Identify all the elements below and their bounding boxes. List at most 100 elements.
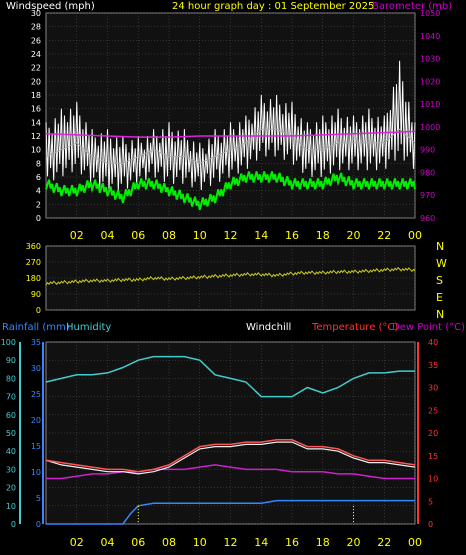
windspeed-tick-label: 4 [36,187,41,196]
rainfall-tick-label: 25 [31,390,41,399]
dewpoint-line [46,464,415,480]
barometer-tick-label: 1030 [420,55,440,64]
direction-tick-label: 0 [36,306,41,315]
barometer-tick-label: 970 [420,191,435,200]
wind-series-layer [45,60,416,211]
temperature-x-tick-label: 12 [224,536,238,549]
temperature-x-tick-label: 18 [316,536,330,549]
windspeed-tick-label: 22 [31,64,41,73]
humidity-tick-label: 0 [11,520,16,529]
windchill-line [45,441,416,475]
windspeed-tick-label: 14 [31,118,41,127]
rainfall-tick-label: 35 [31,338,41,347]
barometer-tick-label: 1010 [420,100,440,109]
temperature-x-tick-label: 20 [347,536,361,549]
rainfall-line [46,499,415,525]
humidity-tick-label: 20 [6,484,16,493]
windspeed-tick-label: 6 [36,173,41,182]
dewpoint-legend: Dew Point (°C) [392,322,465,333]
wind-x-tick-label: 06 [131,229,145,242]
temperature-x-tick-label: 02 [70,536,84,549]
temperature-tick-label: 15 [428,452,438,461]
barometer-tick-label: 980 [420,168,435,177]
gust-line [45,60,416,191]
average-wind-line [45,171,416,211]
temperature-line [45,439,416,473]
temperature-tick-label: 35 [428,361,438,370]
temperature-tick-label: 10 [428,475,438,484]
wind-x-tick-label: 10 [193,229,207,242]
direction-tick-label: 270 [26,258,41,267]
direction-tick-label: 180 [26,274,41,283]
windspeed-tick-label: 20 [31,77,41,86]
barometer-axis-title: Barometer (mb) [372,1,452,12]
rainfall-tick-label: 10 [31,468,41,477]
temperature-x-tick-label: 22 [377,536,391,549]
windspeed-tick-label: 26 [31,36,41,45]
wind-x-tick-label: 00 [408,229,422,242]
compass-label: N [436,240,444,253]
wind-x-tick-label: 16 [285,229,299,242]
humidity-tick-label: 30 [6,465,16,474]
humidity-tick-label: 90 [6,356,16,365]
rainfall-tick-label: 20 [31,416,41,425]
windspeed-line [45,128,416,164]
barometer-tick-label: 960 [420,214,435,223]
temperature-x-tick-label: 06 [131,536,145,549]
wind-x-tick-label: 20 [347,229,361,242]
wind-x-tick-label: 22 [377,229,391,242]
compass-label: W [436,257,447,270]
temperature-x-tick-label: 10 [193,536,207,549]
windspeed-tick-label: 0 [36,214,41,223]
humidity-tick-label: 50 [6,429,16,438]
humidity-tick-label: 100 [1,338,16,347]
wind-x-tick-label: 18 [316,229,330,242]
temperature-x-tick-label: 14 [254,536,268,549]
windspeed-tick-label: 16 [31,105,41,114]
temperature-tick-label: 25 [428,406,438,415]
barometer-line [45,130,416,138]
windspeed-tick-label: 8 [36,159,41,168]
rainfall-axis-title: Rainfall (mm) [2,322,70,333]
windspeed-tick-label: 28 [31,23,41,32]
direction-series-layer [45,266,416,286]
humidity-line [45,355,415,398]
wind-x-tick-label: 04 [101,229,115,242]
compass-label: N [436,308,444,321]
direction-tick-label: 360 [26,242,41,251]
temperature-x-tick-label: 08 [162,536,176,549]
compass-label: E [436,291,443,304]
rainfall-tick-label: 0 [36,520,41,529]
temperature-x-tick-label: 04 [101,536,115,549]
barometer-tick-label: 1020 [420,77,440,86]
humidity-tick-label: 10 [6,502,16,511]
temperature-tick-label: 20 [428,429,438,438]
chart-title: 24 hour graph day : 01 September 2025 [172,1,374,12]
barometer-tick-label: 1000 [420,123,440,132]
temperature-x-tick-label: 16 [285,536,299,549]
humidity-tick-label: 60 [6,411,16,420]
barometer-tick-label: 1040 [420,32,440,41]
temperature-tick-label: 0 [428,520,433,529]
rainfall-tick-label: 15 [31,442,41,451]
rainfall-tick-label: 30 [31,364,41,373]
temperature-tick-label: 40 [428,338,438,347]
direction-panel [45,245,416,311]
humidity-axis-title: Humidity [66,322,111,333]
temperature-tick-label: 5 [428,497,433,506]
temperature-axis-title: Temperature (°C) [311,322,398,333]
temperature-series-layer [45,355,416,525]
humidity-tick-label: 80 [6,374,16,383]
wind-x-tick-label: 14 [254,229,268,242]
windspeed-tick-label: 24 [31,50,41,59]
windspeed-tick-label: 30 [31,9,41,18]
windspeed-tick-label: 2 [36,200,41,209]
wind-direction-line [45,266,416,286]
barometer-tick-label: 1050 [420,9,440,18]
wind-x-tick-label: 08 [162,229,176,242]
windspeed-tick-label: 12 [31,132,41,141]
windspeed-tick-label: 18 [31,91,41,100]
temperature-tick-label: 30 [428,384,438,393]
